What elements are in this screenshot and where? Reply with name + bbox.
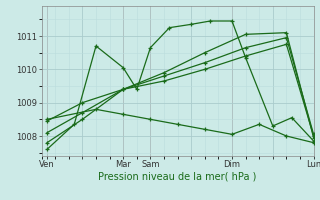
X-axis label: Pression niveau de la mer( hPa ): Pression niveau de la mer( hPa ) xyxy=(99,172,257,182)
